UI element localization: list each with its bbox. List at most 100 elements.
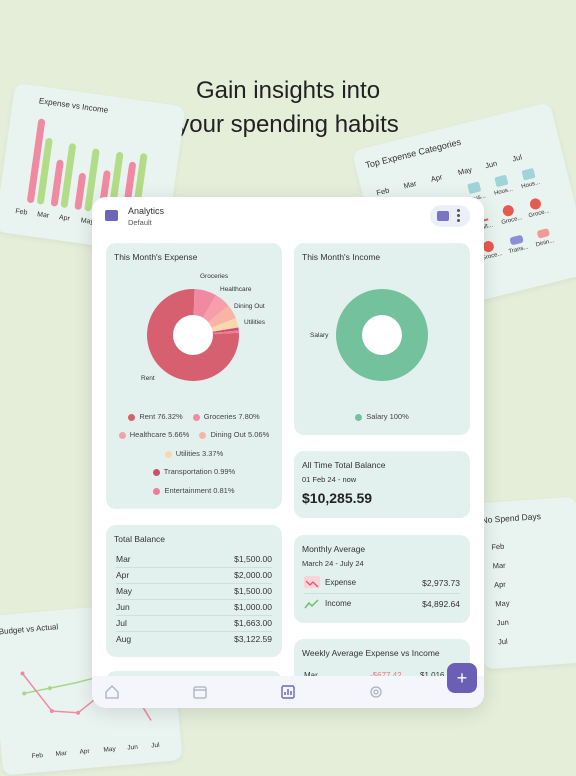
budget-point bbox=[22, 691, 27, 696]
budget-point bbox=[47, 686, 52, 691]
weekly-expense: -$677.42 bbox=[370, 671, 402, 680]
balance-amount: $3,122.59 bbox=[234, 634, 272, 644]
headline: Gain insights into your spending habits bbox=[0, 74, 576, 142]
income-donut-hole bbox=[362, 315, 402, 355]
calendar-icon[interactable] bbox=[190, 682, 210, 702]
slice-label-healthcare: Healthcare bbox=[220, 286, 252, 293]
expense-legend-row: Rent 76.32% Groceries 7.80% bbox=[106, 412, 282, 421]
actual-point bbox=[76, 710, 81, 715]
all-time-amount: $10,285.59 bbox=[302, 490, 373, 506]
balance-amount: $1,500.00 bbox=[234, 554, 272, 564]
monthly-average-range: March 24 - July 24 bbox=[302, 559, 364, 568]
weekly-average-title: Weekly Average Expense vs Income bbox=[302, 648, 440, 658]
legend-label: Transportation 0.99% bbox=[163, 467, 236, 476]
table-row: Mar $1,500.00 bbox=[116, 552, 272, 568]
top-categories-month: Apr bbox=[429, 172, 444, 184]
no-spend-month: May bbox=[495, 598, 510, 609]
balance-amount: $1,663.00 bbox=[234, 618, 272, 628]
income-card[interactable]: This Month's Income Salary Salary 100% bbox=[294, 243, 470, 435]
top-categories-month: Mar bbox=[402, 178, 418, 191]
expense-vs-income-month: Mar bbox=[36, 211, 50, 220]
balance-month: Aug bbox=[116, 634, 132, 644]
app-header: Analytics Default bbox=[92, 197, 484, 237]
headline-line2: your spending habits bbox=[177, 111, 399, 138]
legend-item-transportation: Transportation 0.99% bbox=[152, 467, 236, 476]
dining-icon bbox=[536, 228, 551, 239]
house-icon bbox=[521, 167, 536, 181]
analytics-tab-icon[interactable] bbox=[278, 682, 298, 702]
balance-amount: $2,000.00 bbox=[234, 570, 272, 580]
table-row: Jun $1,000.00 bbox=[116, 600, 272, 616]
all-time-range: 01 Feb 24 - now bbox=[302, 475, 357, 484]
wallet-button[interactable] bbox=[430, 205, 470, 227]
category-label: Trans... bbox=[508, 244, 530, 256]
balance-month: Jun bbox=[116, 602, 130, 612]
expense-bar bbox=[50, 159, 64, 207]
monthly-divider bbox=[304, 593, 460, 594]
legend-label: Healthcare 5.66% bbox=[129, 430, 190, 439]
settings-gear-icon[interactable] bbox=[366, 682, 386, 702]
home-icon[interactable] bbox=[102, 682, 122, 702]
add-button[interactable]: + bbox=[447, 663, 477, 693]
apple-icon bbox=[528, 197, 543, 211]
slice-label-dining: Dining Out bbox=[234, 303, 265, 310]
category-label: Dinin... bbox=[535, 238, 555, 249]
category-label: Groce... bbox=[480, 250, 504, 262]
balance-month: May bbox=[116, 586, 133, 596]
top-categories-month: Jul bbox=[511, 152, 523, 164]
expense-bar bbox=[74, 173, 86, 210]
balance-month: Apr bbox=[116, 570, 130, 580]
table-row: Apr $2,000.00 bbox=[116, 568, 272, 584]
more-vertical-icon[interactable] bbox=[457, 209, 460, 223]
balance-month: Jul bbox=[116, 618, 127, 628]
table-row: Aug $3,122.59 bbox=[116, 632, 272, 648]
budget-month: Jul bbox=[151, 741, 160, 750]
app-subtitle: Default bbox=[128, 218, 152, 227]
app-title: Analytics bbox=[128, 206, 165, 216]
monthly-income-label: Income bbox=[325, 599, 352, 608]
expense-donut-chart bbox=[146, 289, 239, 381]
expense-legend-row: Transportation 0.99% bbox=[106, 467, 282, 476]
expense-card-title: This Month's Expense bbox=[114, 252, 198, 262]
expense-bar bbox=[27, 118, 46, 204]
headline-line1: Gain insights into bbox=[195, 77, 381, 104]
top-categories-month: Feb bbox=[375, 185, 391, 198]
legend-item-healthcare: Healthcare 5.66% bbox=[118, 430, 190, 439]
expense-card[interactable]: This Month's Expense Groceries Healthcar… bbox=[106, 243, 282, 509]
legend-label: Utilities 3.37% bbox=[175, 449, 224, 458]
expense-donut-hole bbox=[173, 315, 213, 355]
legend-item-salary: Salary 100% bbox=[355, 412, 409, 421]
expense-legend-row: Entertainment 0.81% bbox=[106, 486, 282, 495]
all-time-balance-card[interactable]: All Time Total Balance 01 Feb 24 - now $… bbox=[294, 451, 470, 518]
analytics-icon bbox=[105, 210, 118, 221]
budget-month: Mar bbox=[55, 749, 68, 758]
no-spend-month: Mar bbox=[492, 560, 506, 571]
total-balance-card[interactable]: Total Balance Mar $1,500.00 Apr $2,000.00 … bbox=[106, 525, 282, 657]
monthly-average-card[interactable]: Monthly Average March 24 - July 24 Expen… bbox=[294, 535, 470, 623]
house-icon bbox=[467, 181, 482, 195]
monthly-expense-value: $2,973.73 bbox=[422, 578, 460, 588]
no-spend-month: Jul bbox=[497, 636, 508, 647]
budget-month: Jun bbox=[127, 743, 139, 752]
top-categories-month: May bbox=[456, 164, 473, 178]
expense-vs-income-month: Feb bbox=[14, 208, 28, 217]
no-spend-month: Jun bbox=[496, 617, 510, 628]
top-categories-month: Jun bbox=[484, 158, 499, 171]
legend-label: Rent 76.32% bbox=[139, 412, 183, 421]
budget-title: Budget vs Actual bbox=[0, 622, 59, 637]
category-label: Hous... bbox=[493, 186, 514, 197]
table-row: Jul $1,663.00 bbox=[116, 616, 272, 632]
slice-label-rent: Rent bbox=[141, 375, 155, 382]
legend-label: Entertainment 0.81% bbox=[164, 486, 235, 495]
legend-label: Salary 100% bbox=[366, 412, 409, 421]
income-bar bbox=[84, 148, 100, 212]
legend-item-entertainment: Entertainment 0.81% bbox=[153, 486, 235, 495]
income-card-title: This Month's Income bbox=[302, 252, 381, 262]
bottom-nav bbox=[92, 676, 484, 708]
budget-month: Apr bbox=[79, 747, 90, 756]
budget-month: May bbox=[103, 745, 117, 754]
no-spend-month: Feb bbox=[491, 541, 505, 552]
legend-item-groceries: Groceries 7.80% bbox=[192, 412, 260, 421]
budget-month: Feb bbox=[31, 752, 44, 760]
expense-legend-row: Utilities 3.37% bbox=[106, 449, 282, 458]
